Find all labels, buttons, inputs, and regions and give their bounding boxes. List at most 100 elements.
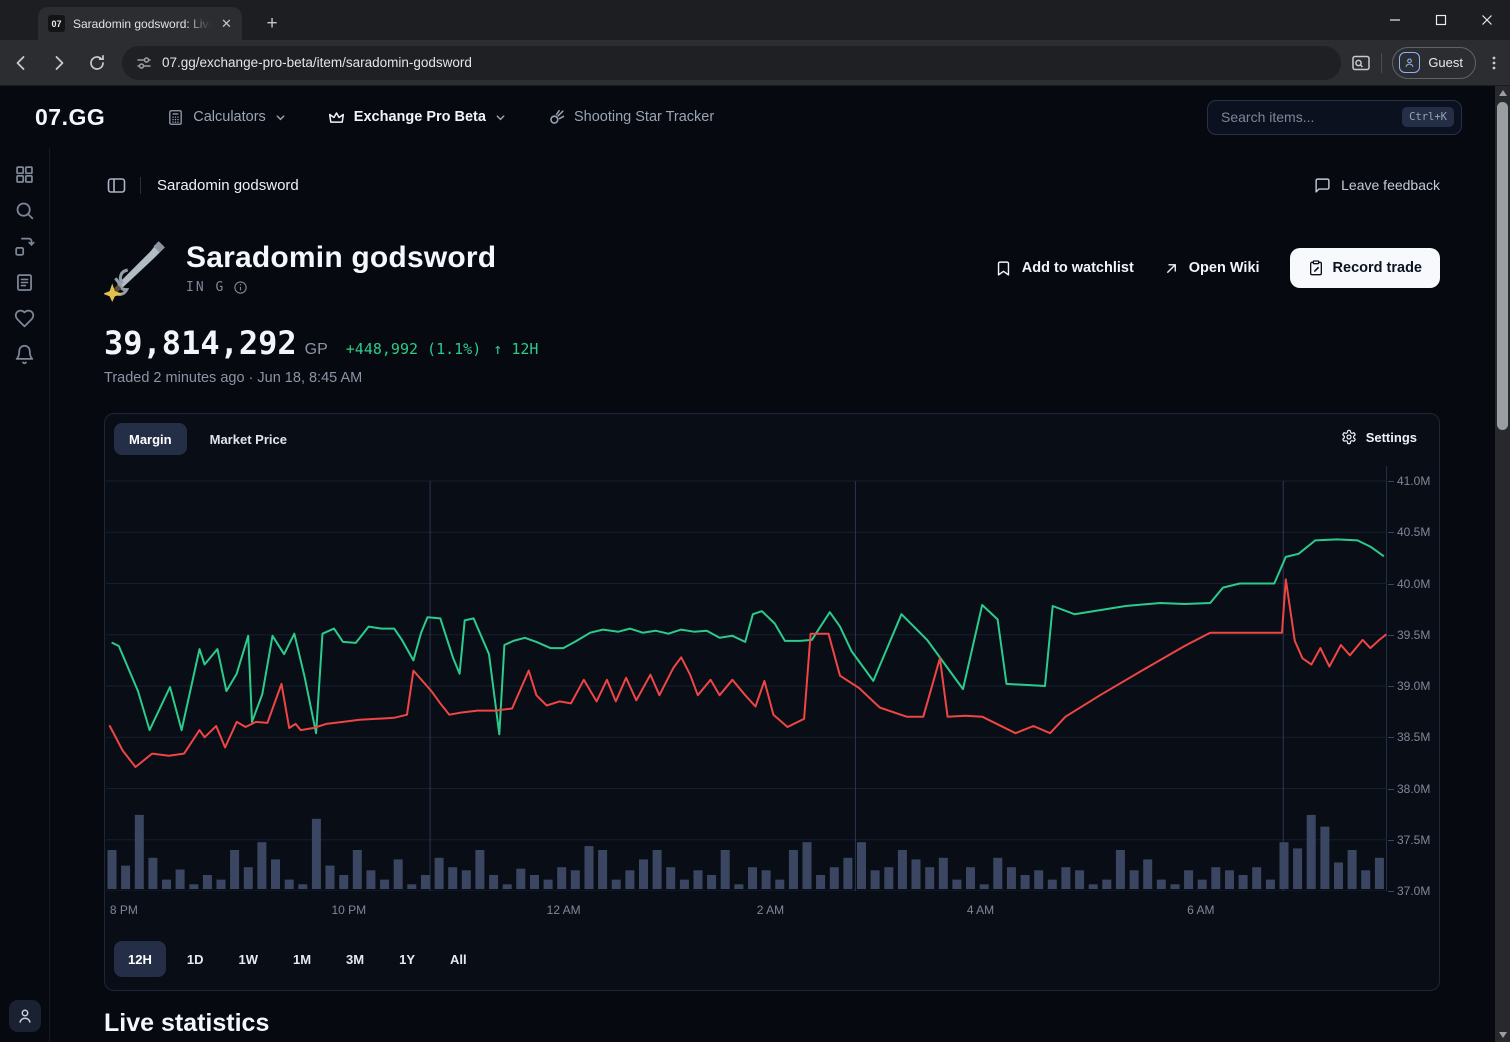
item-tag-badge: IN G xyxy=(186,280,225,295)
y-axis-label: 38.0M xyxy=(1397,782,1430,796)
articles-icon xyxy=(14,272,35,293)
y-axis: 41.0M40.5M40.0M39.5M39.0M38.5M38.0M37.5M… xyxy=(1387,466,1440,891)
y-axis-label: 37.0M xyxy=(1397,884,1430,898)
profile-button[interactable]: Guest xyxy=(1392,47,1476,79)
item-sprite-saradomin-godsword xyxy=(104,234,172,302)
tab-market-price[interactable]: Market Price xyxy=(195,423,302,455)
sidebar-item-articles[interactable] xyxy=(14,272,35,293)
sidebar-item-notifications[interactable] xyxy=(14,344,35,365)
y-axis-label: 40.0M xyxy=(1397,577,1430,591)
x-axis-label: 6 AM xyxy=(1187,903,1214,917)
settings-label: Settings xyxy=(1366,430,1417,445)
nav-label: Exchange Pro Beta xyxy=(354,109,486,125)
range-1m[interactable]: 1M xyxy=(279,941,325,977)
last-traded-info: Traded 2 minutes ago · Jun 18, 8:45 AM xyxy=(104,370,362,386)
price-change: +448,992 (1.1%) xyxy=(346,340,481,358)
reload-icon[interactable] xyxy=(80,46,114,80)
tab-favicon: 07 xyxy=(48,15,65,32)
tab-title: Saradomin godsword: Live GE P xyxy=(73,17,211,31)
chart-tab-bar: Margin Market Price xyxy=(114,423,302,455)
chevron-down-icon xyxy=(275,112,286,123)
time-range-selector: 12H1D1W1M3M1YAll xyxy=(114,941,481,977)
chart-card: Margin Market Price Settings 41.0M40.5M4… xyxy=(104,413,1440,991)
maximize-button[interactable] xyxy=(1418,0,1464,40)
margin-chart xyxy=(106,466,1387,891)
tab-close-icon[interactable]: ✕ xyxy=(219,15,234,32)
breadcrumb-divider xyxy=(140,177,141,194)
feedback-bubble-icon xyxy=(1314,177,1331,194)
browser-tab[interactable]: 07 Saradomin godsword: Live GE P ✕ xyxy=(38,7,242,40)
sidebar-item-compare[interactable] xyxy=(14,236,35,257)
price-change-period: ↑ 12H xyxy=(493,340,538,358)
price-currency: GP xyxy=(305,341,328,359)
nav-label: Shooting Star Tracker xyxy=(574,109,714,125)
top-navigation: Calculators Exchange Pro Beta Shooting S… xyxy=(167,109,714,126)
scroll-down-arrow-icon[interactable] xyxy=(1499,1032,1507,1038)
item-search[interactable]: Ctrl+K xyxy=(1207,100,1462,135)
avatar-icon xyxy=(1399,52,1420,73)
range-all[interactable]: All xyxy=(436,941,481,977)
sidebar-user-button[interactable] xyxy=(9,1000,41,1032)
site-settings-icon[interactable] xyxy=(136,55,152,71)
x-axis-label: 2 AM xyxy=(757,903,784,917)
heart-icon xyxy=(14,308,35,329)
scrollbar-thumb[interactable] xyxy=(1497,102,1508,430)
forward-icon[interactable] xyxy=(42,46,76,80)
range-1y[interactable]: 1Y xyxy=(385,941,429,977)
chevron-down-icon xyxy=(495,112,506,123)
add-to-watchlist-button[interactable]: Add to watchlist xyxy=(995,260,1134,277)
new-tab-button[interactable]: + xyxy=(258,10,286,38)
toolbar-divider xyxy=(1381,53,1382,73)
wiki-label: Open Wiki xyxy=(1189,260,1260,276)
breadcrumb-item-name: Saradomin godsword xyxy=(157,177,299,194)
price-block: 39,814,292 GP +448,992 (1.1%) ↑ 12H xyxy=(104,324,538,362)
sidebar-item-favorites[interactable] xyxy=(14,308,35,329)
sidebar-item-search[interactable] xyxy=(14,200,35,221)
url-text[interactable]: 07.gg/exchange-pro-beta/item/saradomin-g… xyxy=(162,55,472,70)
info-icon[interactable] xyxy=(233,280,248,295)
panel-toggle-icon[interactable] xyxy=(107,177,126,194)
y-axis-label: 41.0M xyxy=(1397,474,1430,488)
record-trade-button[interactable]: Record trade xyxy=(1290,248,1440,288)
open-wiki-button[interactable]: Open Wiki xyxy=(1164,260,1260,276)
y-axis-label: 38.5M xyxy=(1397,730,1430,744)
chart-settings-button[interactable]: Settings xyxy=(1341,429,1417,445)
x-axis-label: 4 AM xyxy=(967,903,994,917)
profile-label: Guest xyxy=(1428,55,1463,70)
search-input[interactable] xyxy=(1221,109,1402,125)
left-sidebar xyxy=(0,148,50,1042)
back-icon[interactable] xyxy=(4,46,38,80)
leave-feedback-button[interactable]: Leave feedback xyxy=(1314,177,1440,194)
price-chart-plot[interactable] xyxy=(106,466,1387,891)
bookmark-icon xyxy=(995,260,1012,277)
range-3m[interactable]: 3M xyxy=(332,941,378,977)
main-content: Saradomin godsword Leave feedback Sarado… xyxy=(50,148,1495,1042)
tab-margin[interactable]: Margin xyxy=(114,423,187,455)
tab-strip: 07 Saradomin godsword: Live GE P ✕ + xyxy=(0,0,1510,40)
nav-exchange-pro[interactable]: Exchange Pro Beta xyxy=(328,109,506,126)
nav-star-tracker[interactable]: Shooting Star Tracker xyxy=(548,109,714,126)
leave-feedback-label: Leave feedback xyxy=(1341,177,1440,193)
address-bar[interactable]: 07.gg/exchange-pro-beta/item/saradomin-g… xyxy=(122,46,1341,80)
minimize-button[interactable] xyxy=(1372,0,1418,40)
range-1w[interactable]: 1W xyxy=(224,941,272,977)
search-shortcut-badge: Ctrl+K xyxy=(1402,107,1454,127)
dashboard-icon xyxy=(14,164,35,185)
page-scrollbar[interactable] xyxy=(1495,86,1510,1042)
search-tabs-icon[interactable] xyxy=(1351,53,1371,73)
site-logo[interactable]: 07.GG xyxy=(35,104,105,131)
range-12h[interactable]: 12H xyxy=(114,941,166,977)
sidebar-item-dashboard[interactable] xyxy=(14,164,35,185)
user-icon xyxy=(16,1007,34,1025)
browser-toolbar: 07.gg/exchange-pro-beta/item/saradomin-g… xyxy=(0,40,1510,86)
nav-calculators[interactable]: Calculators xyxy=(167,109,286,126)
range-1d[interactable]: 1D xyxy=(173,941,218,977)
item-header: Saradomin godsword IN G Add to watchlist… xyxy=(104,232,1440,304)
menu-kebab-icon[interactable] xyxy=(1486,55,1502,71)
scroll-up-arrow-icon[interactable] xyxy=(1499,90,1507,96)
close-button[interactable] xyxy=(1464,0,1510,40)
breadcrumb: Saradomin godsword Leave feedback xyxy=(107,172,1440,198)
y-axis-label: 37.5M xyxy=(1397,833,1430,847)
calculator-icon xyxy=(167,109,184,126)
y-axis-label: 39.5M xyxy=(1397,628,1430,642)
